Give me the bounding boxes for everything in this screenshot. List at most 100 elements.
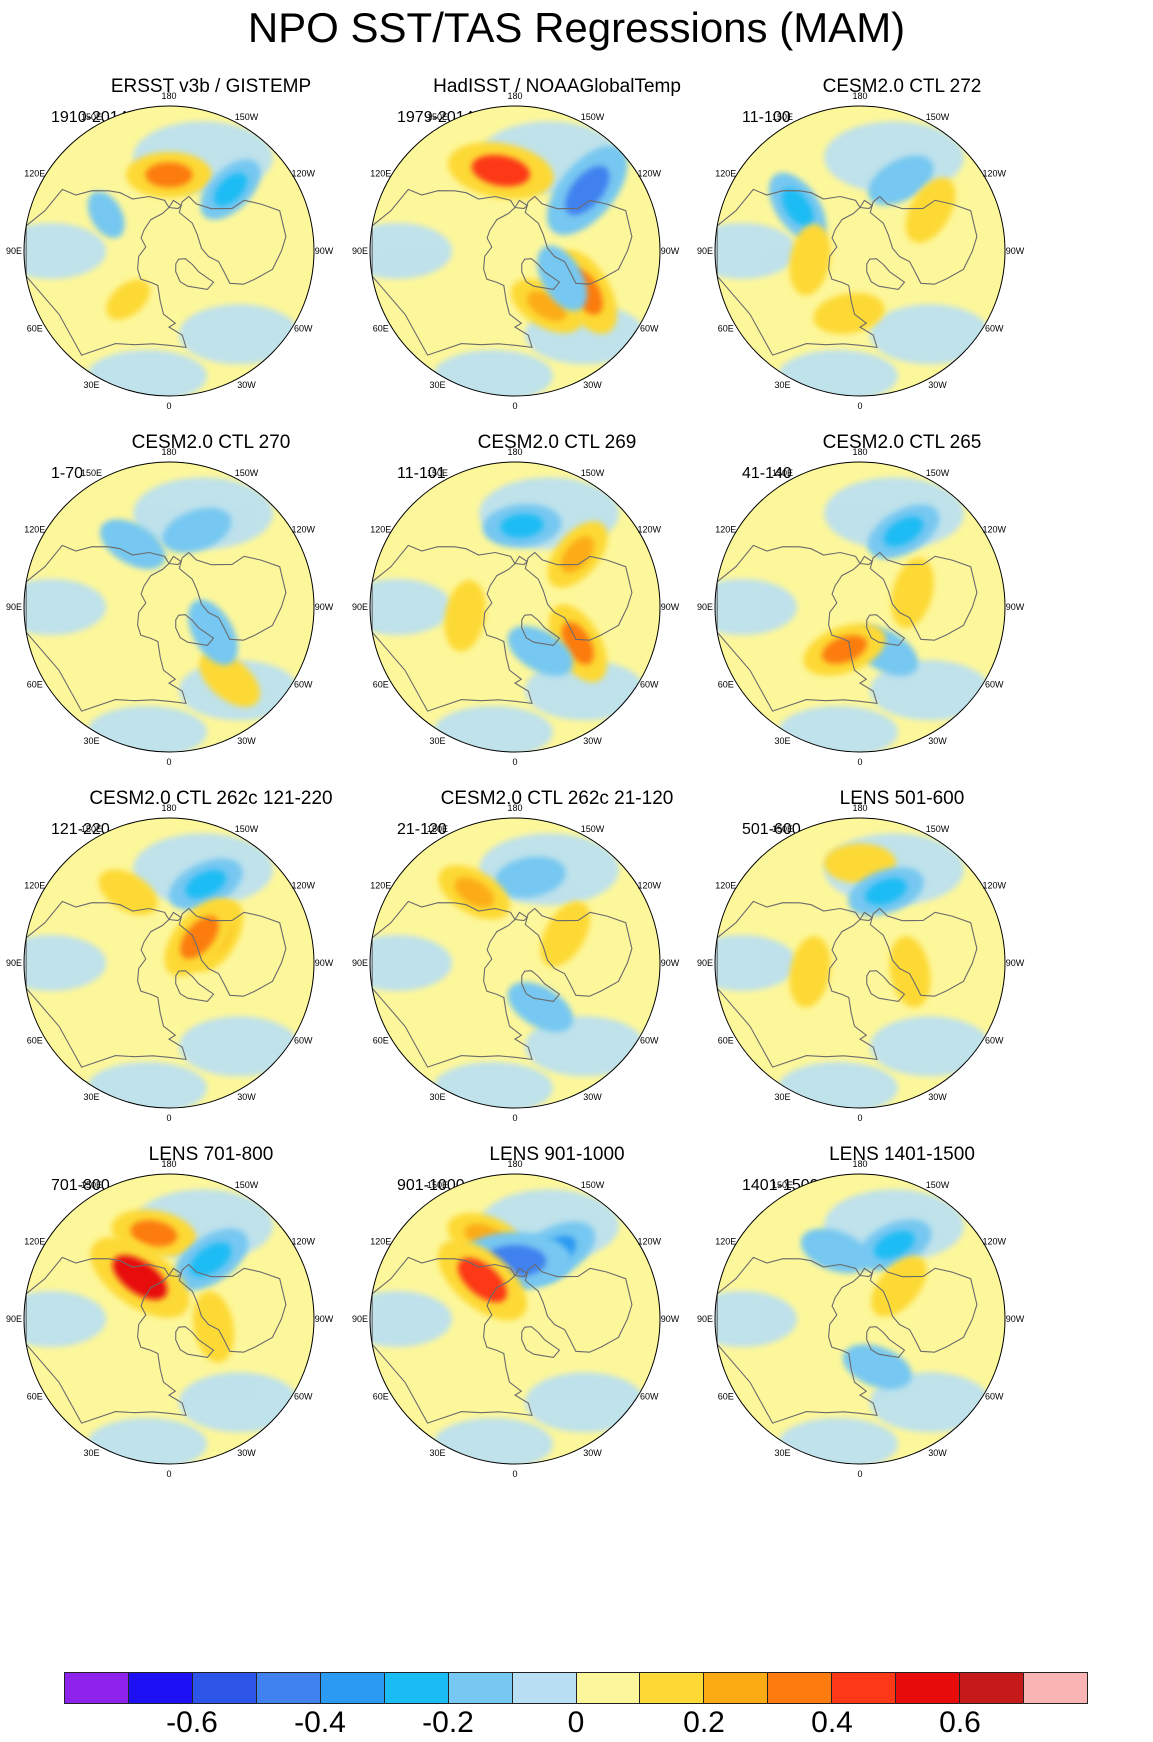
longitude-label: 60W <box>985 324 1004 334</box>
polar-map: 180 150E 120E 90E 60E 30E 0 30W 60W 90W 120W 150W <box>6 91 334 411</box>
panel-period: 21-120 <box>397 821 447 838</box>
base-region <box>178 304 299 365</box>
base-region <box>370 1291 453 1347</box>
longitude-label: 150W <box>926 112 950 122</box>
colorbar-swatch <box>576 1673 641 1703</box>
colorbar-swatch <box>448 1673 513 1703</box>
map-panel: CESM2.0 CTL 262c 21-120 21-120 180 150E 120E… <box>352 788 749 1183</box>
colorbar-tick-label: -0.2 <box>422 1706 474 1739</box>
base-region <box>178 1372 299 1433</box>
longitude-label: 90E <box>6 246 22 256</box>
base-region <box>24 579 107 635</box>
anomaly-core <box>189 1242 232 1277</box>
longitude-label: 30E <box>774 736 790 746</box>
polar-map: 180 150E 120E 90E 60E 30E 0 30W 60W 90W 120W 150W <box>697 91 1025 411</box>
anomaly-region <box>905 177 956 243</box>
longitude-label: 60W <box>294 1392 313 1402</box>
anomaly-region <box>540 901 591 967</box>
panel-title: ERSST v3b / GISTEMP <box>110 76 312 97</box>
coastline <box>524 195 633 285</box>
longitude-label: 120E <box>715 169 736 179</box>
longitude-label: 90W <box>1006 958 1025 968</box>
longitude-label: 90W <box>315 1314 334 1324</box>
anomaly-region <box>199 651 261 707</box>
longitude-label: 0 <box>166 1113 171 1123</box>
map-border <box>369 461 661 753</box>
anomaly-core <box>180 915 219 959</box>
longitude-label: 150W <box>581 112 605 122</box>
longitude-label: 90E <box>352 958 368 968</box>
map-panel: CESM2.0 CTL 272 11-100 180 150E 120E 90E 60E 30… <box>697 76 1094 471</box>
coastline <box>521 614 561 646</box>
longitude-label: 0 <box>166 757 171 767</box>
longitude-label: 30E <box>774 380 790 390</box>
longitude-label: 90W <box>661 958 680 968</box>
longitude-label: 150E <box>81 1180 102 1190</box>
colorbar-swatch <box>128 1673 193 1703</box>
longitude-label: 60E <box>373 1392 389 1402</box>
longitude-label: 90E <box>697 246 713 256</box>
longitude-label: 120W <box>637 1237 661 1247</box>
panel-period: 901-1000 <box>397 1177 465 1194</box>
longitude-label: 90W <box>315 246 334 256</box>
polar-map: 180 150E 120E 90E 60E 30E 0 30W 60W 90W 120W 150W <box>697 447 1025 767</box>
panel-period: 121-220 <box>51 821 110 838</box>
longitude-label: 120E <box>370 1237 391 1247</box>
anomaly-region <box>789 224 831 296</box>
polar-map: 180 150E 120E 90E 60E 30E 0 30W 60W 90W 120W 150W <box>697 1159 1025 1479</box>
longitude-label: 30W <box>583 736 602 746</box>
coastline <box>25 900 187 1068</box>
colorbar-swatch <box>384 1673 449 1703</box>
colorbar-swatch <box>832 1673 897 1703</box>
coastline <box>866 614 906 646</box>
longitude-label: 180 <box>507 91 522 101</box>
longitude-label: 120W <box>982 525 1006 535</box>
anomaly-core <box>565 165 610 215</box>
anomaly-region <box>106 279 151 320</box>
longitude-label: 90E <box>697 602 713 612</box>
coastline <box>25 1256 187 1424</box>
longitude-label: 150W <box>235 112 259 122</box>
longitude-label: 120E <box>370 525 391 535</box>
coastline <box>859 555 874 566</box>
base-region <box>370 223 453 279</box>
coastline <box>168 911 183 922</box>
coastline <box>514 911 529 922</box>
longitude-label: 60W <box>294 324 313 334</box>
longitude-label: 30W <box>237 736 256 746</box>
longitude-label: 90W <box>661 246 680 256</box>
coastline <box>25 544 187 712</box>
map-border <box>714 1173 1006 1465</box>
longitude-label: 0 <box>857 757 862 767</box>
colorbar-tick-label: 0.2 <box>683 1706 725 1739</box>
panel-title: LENS 501-600 <box>839 788 965 809</box>
longitude-label: 180 <box>507 447 522 457</box>
coastline <box>716 544 878 712</box>
longitude-label: 150W <box>926 824 950 834</box>
coastline <box>521 970 561 1002</box>
polar-map: 180 150E 120E 90E 60E 30E 0 30W 60W 90W 120W 150W <box>352 447 680 767</box>
coastline <box>866 1326 906 1358</box>
colorbar-tick-label: -0.4 <box>294 1706 346 1739</box>
longitude-label: 0 <box>857 1469 862 1479</box>
panel-period: 11-101 <box>397 465 446 482</box>
longitude-label: 150E <box>81 468 102 478</box>
coastline <box>175 258 215 290</box>
longitude-label: 30E <box>774 1448 790 1458</box>
panel-title: CESM2.0 CTL 262c 121-220 <box>89 788 333 809</box>
longitude-label: 30W <box>928 736 947 746</box>
coastline <box>514 199 529 210</box>
longitude-label: 30W <box>583 1448 602 1458</box>
longitude-label: 90W <box>661 1314 680 1324</box>
longitude-label: 120E <box>715 525 736 535</box>
anomaly-core <box>500 513 544 538</box>
anomaly-region <box>507 981 574 1032</box>
anomaly-region <box>813 292 885 335</box>
anomaly-core <box>112 1255 168 1300</box>
longitude-label: 150W <box>926 1180 950 1190</box>
longitude-label: 150W <box>926 468 950 478</box>
longitude-label: 90W <box>1006 602 1025 612</box>
anomaly-region <box>889 936 931 1008</box>
anomaly-core <box>883 516 924 547</box>
map-panel: HadISST / NOAAGlobalTemp 1979-2014 180 150E… <box>352 76 749 471</box>
